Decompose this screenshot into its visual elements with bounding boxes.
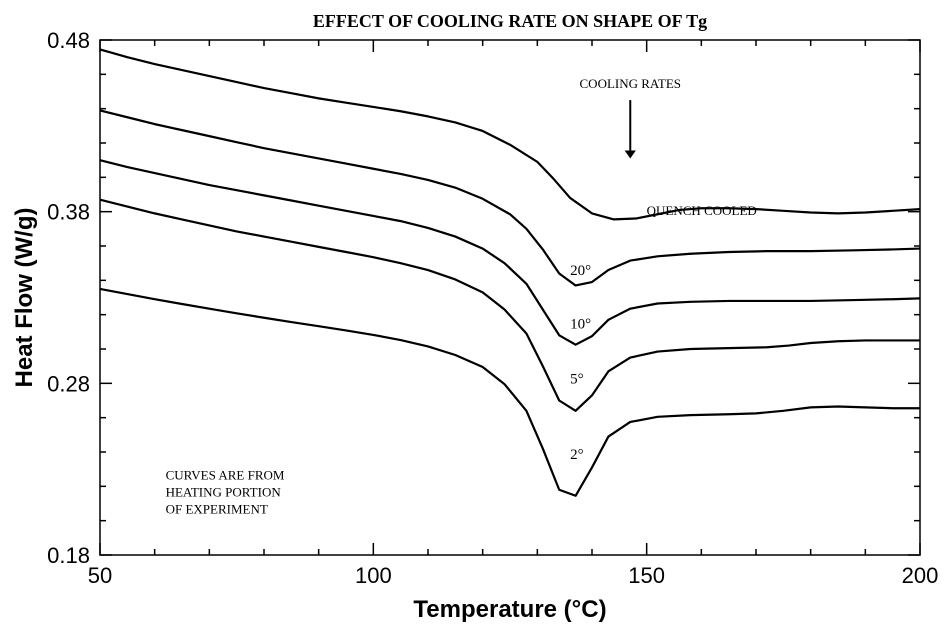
x-tick-label: 200 <box>902 563 939 588</box>
chart-svg: EFFECT OF COOLING RATE ON SHAPE OF Tg 50 1… <box>0 0 947 642</box>
x-tick-label: 150 <box>628 563 665 588</box>
x-tick-label: 100 <box>355 563 392 588</box>
x-axis-label: Temperature (°C) <box>413 596 606 623</box>
experiment-note-line: HEATING PORTION <box>166 484 282 499</box>
series-label-quench-cooled: QUENCH COOLED <box>647 203 757 218</box>
y-tick-label: 0.18 <box>47 543 90 568</box>
chart-title: EFFECT OF COOLING RATE ON SHAPE OF Tg <box>313 11 707 31</box>
chart-background <box>0 0 947 642</box>
series-label-rate-20: 20° <box>570 263 591 279</box>
series-label-rate-10: 10° <box>570 316 591 332</box>
experiment-note-line: OF EXPERIMENT <box>166 501 268 516</box>
experiment-note-line: CURVES ARE FROM <box>166 467 285 482</box>
series-label-rate-5: 5° <box>570 371 584 387</box>
y-tick-label: 0.38 <box>47 200 90 225</box>
series-label-rate-2: 2° <box>570 447 584 463</box>
cooling-rates-header: COOLING RATES <box>580 76 681 91</box>
chart-container: EFFECT OF COOLING RATE ON SHAPE OF Tg 50 1… <box>0 0 947 642</box>
y-axis-label: Heat Flow (W/g) <box>11 208 38 388</box>
y-tick-label: 0.48 <box>47 28 90 53</box>
y-tick-label: 0.28 <box>47 371 90 396</box>
x-tick-label: 50 <box>88 563 112 588</box>
